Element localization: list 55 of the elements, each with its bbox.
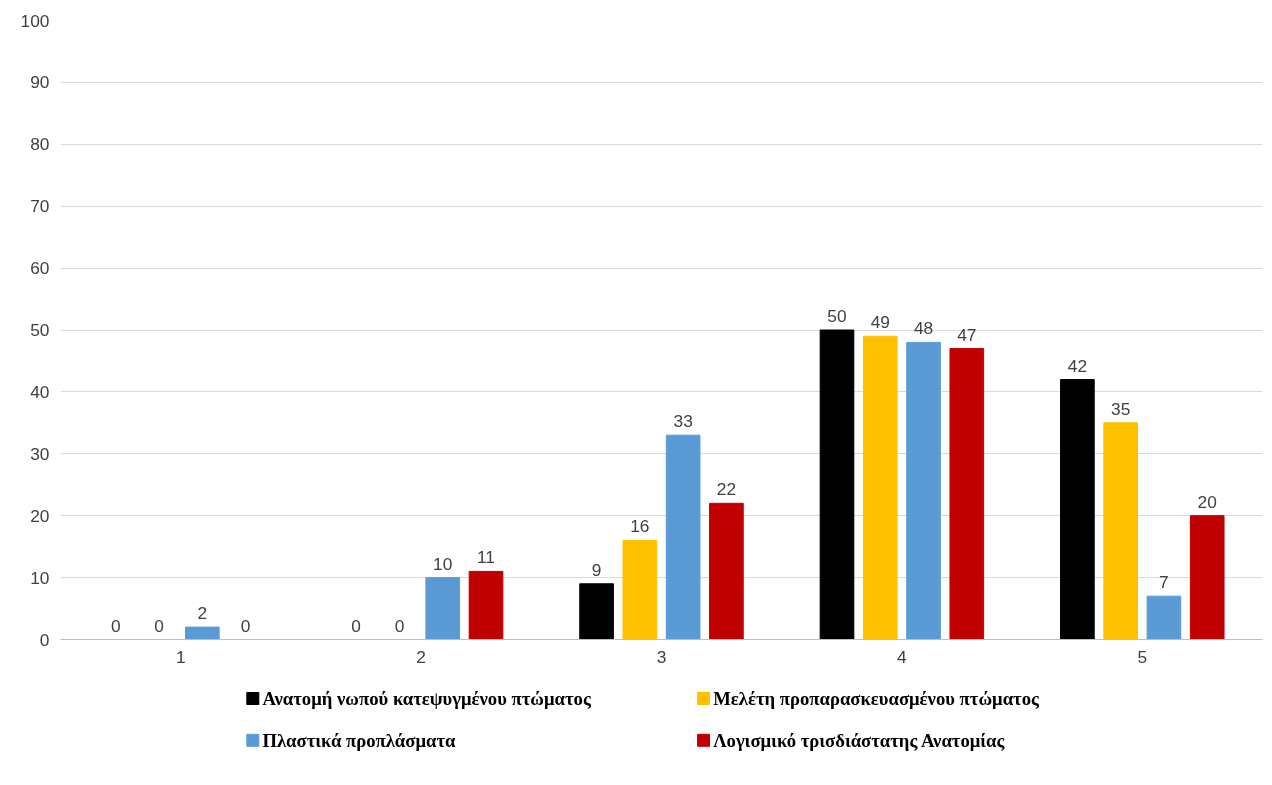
data-label: 49 (870, 312, 890, 333)
data-label: 10 (433, 553, 453, 574)
x-tick-label: 5 (1137, 646, 1148, 667)
data-label: 48 (913, 318, 934, 339)
data-label: 33 (673, 411, 693, 432)
x-tick-label: 1 (175, 646, 186, 667)
y-tick-label: 70 (30, 196, 50, 217)
bar (425, 577, 461, 640)
bar (862, 335, 898, 640)
bar (709, 502, 744, 640)
legend-label: Λογισμικό τρισδιάστατης Ανατομίας (713, 729, 1006, 751)
y-tick-label: 20 (30, 505, 50, 526)
y-tick-label: 30 (30, 443, 50, 464)
data-label: 50 (827, 306, 847, 326)
data-label: 11 (477, 547, 496, 568)
legend-label: Ανατομή νωπού κατεψυγμένου πτώματος (262, 688, 592, 709)
y-tick-label: 80 (30, 134, 50, 155)
data-label: 47 (957, 324, 977, 345)
bar (906, 341, 941, 640)
y-tick-label: 60 (30, 258, 50, 279)
legend-label: Μελέτη προπαρασκευασμένου πτώματος (713, 688, 1040, 709)
data-label: 0 (351, 615, 362, 636)
data-label: 16 (630, 516, 650, 537)
data-label: 0 (154, 615, 164, 636)
bar (665, 434, 701, 640)
bar (819, 329, 855, 640)
y-tick-label: 0 (39, 629, 50, 650)
bar (185, 626, 220, 640)
bar (579, 583, 614, 640)
data-label: 0 (394, 615, 405, 636)
bar (468, 570, 504, 640)
bar (1060, 379, 1095, 640)
x-tick-label: 4 (897, 646, 908, 667)
data-label: 9 (591, 559, 602, 580)
x-tick-label: 2 (416, 646, 426, 667)
bar (1146, 595, 1182, 640)
y-tick-label: 10 (30, 567, 50, 588)
y-tick-label: 40 (30, 381, 50, 402)
data-label: 0 (110, 615, 121, 636)
legend-label: Πλαστικά προπλάσματα (262, 729, 457, 751)
data-label: 0 (240, 615, 251, 636)
data-label: 7 (1159, 572, 1169, 593)
bar (1189, 515, 1225, 640)
y-tick-label: 50 (30, 320, 50, 340)
data-label: 42 (1067, 355, 1088, 376)
data-label: 35 (1111, 398, 1131, 419)
data-label: 22 (716, 479, 737, 500)
x-tick-label: 3 (656, 646, 667, 667)
y-tick-label: 90 (30, 72, 50, 93)
bar (622, 539, 658, 640)
data-label: 2 (197, 603, 208, 624)
bar (949, 348, 985, 640)
y-tick-label: 100 (20, 10, 50, 31)
data-label: 20 (1197, 491, 1217, 512)
bar (1103, 422, 1138, 640)
